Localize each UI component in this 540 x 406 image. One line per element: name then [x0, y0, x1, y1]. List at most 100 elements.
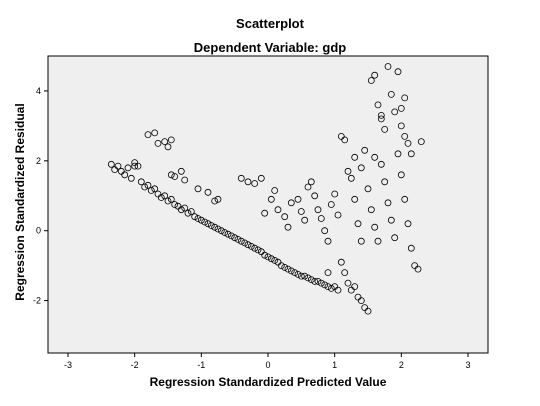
- data-point: [151, 185, 159, 193]
- x-axis-label: Regression Standardized Predicted Value: [149, 375, 387, 389]
- data-point: [147, 187, 155, 194]
- data-point: [204, 220, 212, 228]
- data-point: [107, 160, 115, 168]
- data-point: [341, 269, 349, 277]
- data-point: [401, 94, 409, 102]
- data-point: [211, 223, 219, 231]
- data-point: [394, 150, 402, 158]
- chart-subtitle: Dependent Variable: gdp: [193, 40, 347, 55]
- data-point: [257, 248, 265, 256]
- data-point: [217, 227, 225, 235]
- data-point: [397, 122, 405, 130]
- data-point: [401, 132, 409, 140]
- data-point: [171, 173, 179, 180]
- data-point: [364, 185, 372, 193]
- data-point: [257, 174, 265, 182]
- data-point: [364, 307, 372, 315]
- y-tick-label: 0: [36, 226, 41, 236]
- data-point: [327, 201, 335, 208]
- data-point: [401, 195, 409, 203]
- data-point: [267, 255, 275, 263]
- data-point: [224, 230, 232, 238]
- data-point: [244, 178, 252, 186]
- data-point: [281, 213, 289, 221]
- data-point: [261, 209, 269, 217]
- x-tick-label: -2: [131, 360, 139, 370]
- data-point: [317, 279, 325, 287]
- data-point: [114, 162, 122, 170]
- data-point: [351, 153, 359, 161]
- data-point: [167, 136, 175, 144]
- data-point: [167, 171, 175, 179]
- data-point: [311, 277, 319, 285]
- data-point: [314, 277, 322, 285]
- data-point: [357, 297, 365, 305]
- data-point: [261, 251, 269, 259]
- data-point: [371, 223, 379, 231]
- data-point: [304, 183, 312, 191]
- data-point: [197, 216, 205, 224]
- data-point: [297, 272, 305, 280]
- data-point: [251, 180, 259, 187]
- data-point: [234, 235, 242, 243]
- data-point: [301, 216, 309, 224]
- data-point: [407, 150, 415, 158]
- data-point: [307, 178, 315, 186]
- data-point: [391, 234, 399, 242]
- data-point: [381, 178, 389, 186]
- data-point: [227, 232, 235, 240]
- data-point: [231, 234, 239, 242]
- data-point: [377, 112, 385, 119]
- data-point: [417, 138, 425, 146]
- data-point: [287, 199, 295, 207]
- data-point: [144, 181, 152, 189]
- data-point: [294, 270, 302, 278]
- data-point: [281, 263, 289, 271]
- y-tick-label: 4: [36, 86, 41, 96]
- x-tick-label: -1: [197, 360, 205, 370]
- data-point: [291, 269, 299, 277]
- data-point: [134, 162, 142, 170]
- data-point: [384, 199, 392, 207]
- data-point: [167, 195, 175, 203]
- data-point: [181, 176, 189, 184]
- x-tick-label: 2: [399, 360, 404, 370]
- x-tick-label: 0: [265, 360, 270, 370]
- data-point: [384, 63, 392, 70]
- data-point: [334, 286, 342, 294]
- data-point: [207, 222, 215, 229]
- data-point: [247, 242, 255, 250]
- data-point: [161, 138, 169, 146]
- data-point: [287, 267, 295, 275]
- data-point: [357, 164, 365, 172]
- data-point: [327, 284, 335, 292]
- data-point: [387, 91, 395, 98]
- data-point: [371, 71, 379, 79]
- data-point: [344, 279, 352, 287]
- data-points: [107, 63, 425, 315]
- data-point: [121, 171, 129, 179]
- plot-area: [47, 55, 489, 354]
- data-point: [394, 68, 402, 76]
- data-point: [397, 171, 405, 179]
- x-tick-label: -3: [64, 360, 72, 370]
- data-point: [124, 164, 132, 172]
- data-point: [214, 195, 222, 203]
- data-point: [294, 195, 302, 203]
- data-point: [361, 146, 369, 154]
- data-point: [244, 241, 252, 249]
- data-point: [321, 281, 329, 289]
- data-point: [177, 167, 185, 175]
- data-point: [211, 197, 219, 205]
- data-point: [264, 253, 272, 261]
- data-point: [237, 237, 245, 245]
- data-point: [387, 216, 395, 224]
- data-point: [337, 132, 345, 140]
- data-point: [184, 209, 192, 217]
- data-point: [381, 125, 389, 133]
- data-point: [371, 153, 379, 161]
- data-point: [404, 139, 412, 147]
- data-point: [254, 246, 262, 254]
- data-point: [357, 237, 365, 245]
- data-point: [301, 272, 309, 280]
